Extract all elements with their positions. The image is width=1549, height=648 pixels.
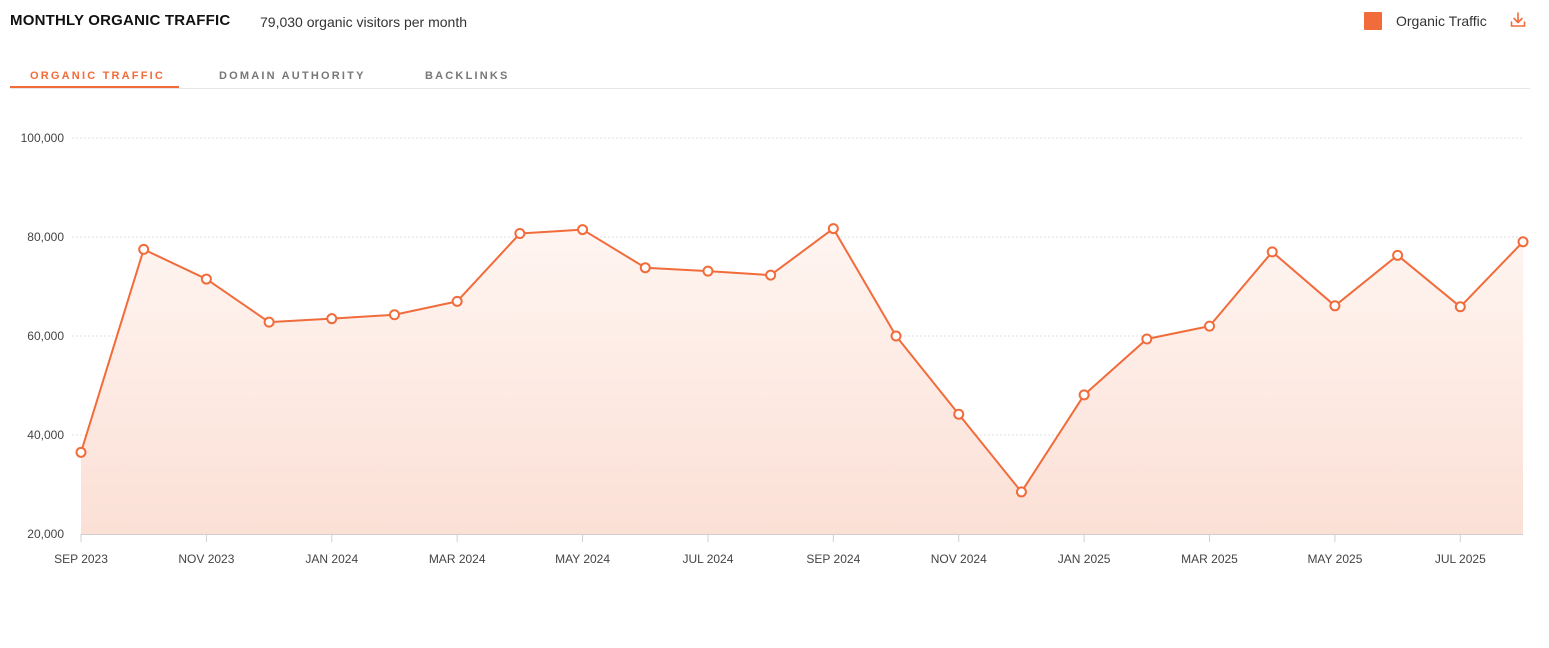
data-point[interactable] xyxy=(890,330,902,342)
x-tick-label: MAY 2024 xyxy=(555,552,610,566)
download-icon[interactable] xyxy=(1508,10,1528,30)
data-points[interactable] xyxy=(75,223,1529,498)
chart-legend[interactable]: Organic Traffic xyxy=(1364,12,1487,30)
data-point[interactable] xyxy=(451,295,463,307)
x-tick-label: JUL 2025 xyxy=(1435,552,1486,566)
data-point[interactable] xyxy=(1015,486,1027,498)
data-point[interactable] xyxy=(388,309,400,321)
data-point[interactable] xyxy=(263,316,275,328)
y-tick-label: 60,000 xyxy=(27,329,64,343)
x-tick-label: SEP 2024 xyxy=(806,552,860,566)
series-line-organic-traffic xyxy=(80,227,1524,493)
active-tab-indicator xyxy=(10,86,179,88)
data-point[interactable] xyxy=(1204,320,1216,332)
data-point[interactable] xyxy=(765,269,777,281)
data-point[interactable] xyxy=(827,223,839,235)
data-point[interactable] xyxy=(1329,300,1341,312)
tab-domain-authority[interactable]: DOMAIN AUTHORITY xyxy=(219,70,366,82)
data-point[interactable] xyxy=(1141,333,1153,345)
area-fill xyxy=(81,228,1523,534)
data-point[interactable] xyxy=(326,313,338,325)
data-point[interactable] xyxy=(1078,389,1090,401)
x-tick-label: JAN 2024 xyxy=(305,552,358,566)
x-tick-label: NOV 2023 xyxy=(178,552,234,566)
data-point[interactable] xyxy=(1454,301,1466,313)
y-axis: 20,000 40,000 60,000 80,000 100,000 xyxy=(21,131,65,541)
data-point[interactable] xyxy=(1517,236,1529,248)
x-tick-label: NOV 2024 xyxy=(931,552,987,566)
legend-label-organic-traffic: Organic Traffic xyxy=(1396,13,1487,29)
legend-swatch-organic-traffic xyxy=(1364,12,1382,30)
chart-title: MONTHLY ORGANIC TRAFFIC xyxy=(10,12,231,29)
tab-organic-traffic[interactable]: ORGANIC TRAFFIC xyxy=(30,70,166,82)
data-point[interactable] xyxy=(577,224,589,236)
chart-tabs: ORGANIC TRAFFIC DOMAIN AUTHORITY BACKLIN… xyxy=(10,64,1530,89)
data-point[interactable] xyxy=(75,446,87,458)
data-point[interactable] xyxy=(702,265,714,277)
data-point[interactable] xyxy=(200,273,212,285)
series-line-layer xyxy=(80,227,1524,493)
visitors-summary: 79,030 organic visitors per month xyxy=(260,14,467,30)
data-point[interactable] xyxy=(953,408,965,420)
data-point[interactable] xyxy=(138,243,150,255)
x-axis: SEP 2023 NOV 2023 JAN 2024 MAR 2024 MAY 2024… xyxy=(54,534,1523,566)
y-tick-label: 100,000 xyxy=(21,131,65,145)
x-tick-label: JAN 2025 xyxy=(1058,552,1111,566)
y-tick-label: 20,000 xyxy=(27,527,64,541)
tab-backlinks[interactable]: BACKLINKS xyxy=(425,70,510,82)
x-tick-label: JUL 2024 xyxy=(682,552,733,566)
area-fill-layer xyxy=(81,228,1523,534)
data-point[interactable] xyxy=(514,228,526,240)
x-tick-label: MAR 2024 xyxy=(429,552,486,566)
x-tick-label: SEP 2023 xyxy=(54,552,108,566)
data-point[interactable] xyxy=(1266,246,1278,258)
x-tick-label: MAR 2025 xyxy=(1181,552,1238,566)
y-tick-label: 80,000 xyxy=(27,230,64,244)
data-point[interactable] xyxy=(639,262,651,274)
x-tick-label: MAY 2025 xyxy=(1307,552,1362,566)
y-tick-label: 40,000 xyxy=(27,428,64,442)
data-point[interactable] xyxy=(1392,249,1404,261)
